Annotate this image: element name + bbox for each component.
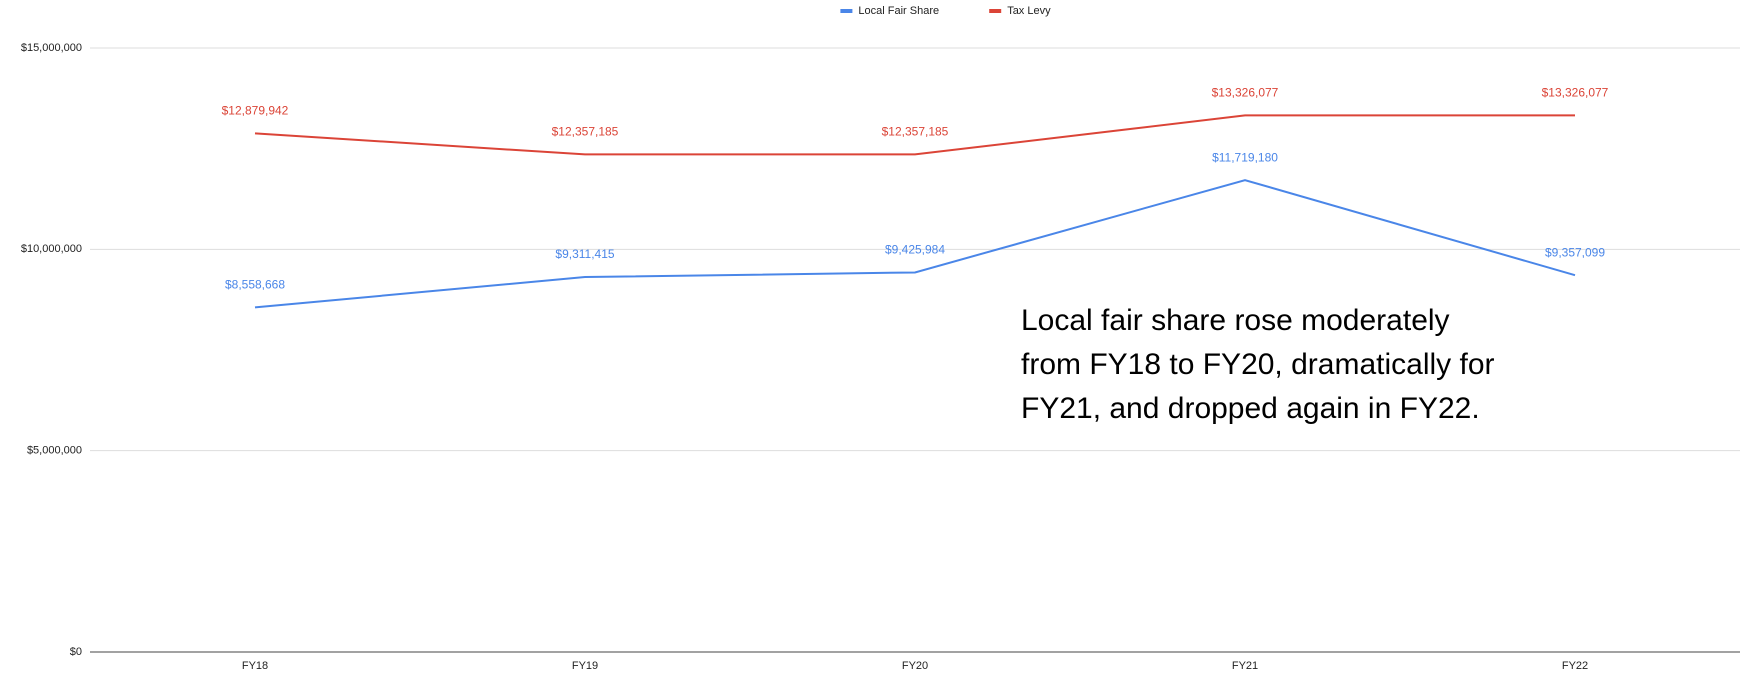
legend-label: Tax Levy: [1007, 5, 1051, 17]
y-tick-label: $5,000,000: [27, 445, 82, 457]
data-label: $9,425,984: [885, 243, 945, 257]
series-line: [254, 179, 1576, 309]
y-tick-label: $0: [70, 646, 82, 658]
y-tick-label: $15,000,000: [21, 42, 82, 54]
annotation: Local fair share rose moderately: [1021, 304, 1450, 337]
x-tick-label: FY22: [1562, 660, 1588, 672]
series-line: [254, 114, 1575, 156]
legend-label: Local Fair Share: [858, 5, 939, 17]
data-label: $9,311,415: [555, 247, 614, 261]
data-label: $13,326,077: [1542, 86, 1609, 100]
data-label: $13,326,077: [1212, 86, 1279, 100]
x-tick-label: FY21: [1232, 660, 1258, 672]
annotation: FY21, and dropped again in FY22.: [1021, 392, 1480, 425]
x-tick-label: FY20: [902, 660, 928, 672]
annotation: from FY18 to FY20, dramatically for: [1021, 348, 1495, 381]
data-label: $8,558,668: [225, 278, 285, 292]
legend-swatch: [840, 9, 853, 13]
x-tick-label: FY19: [572, 660, 598, 672]
data-label: $12,879,942: [222, 104, 289, 118]
legend-swatch: [989, 9, 1002, 13]
data-label: $12,357,185: [882, 125, 949, 139]
data-label: $12,357,185: [552, 125, 619, 139]
data-label: $9,357,099: [1545, 245, 1605, 259]
y-tick-label: $10,000,000: [21, 243, 82, 255]
x-tick-label: FY18: [242, 660, 268, 672]
data-label: $11,719,180: [1212, 150, 1278, 164]
